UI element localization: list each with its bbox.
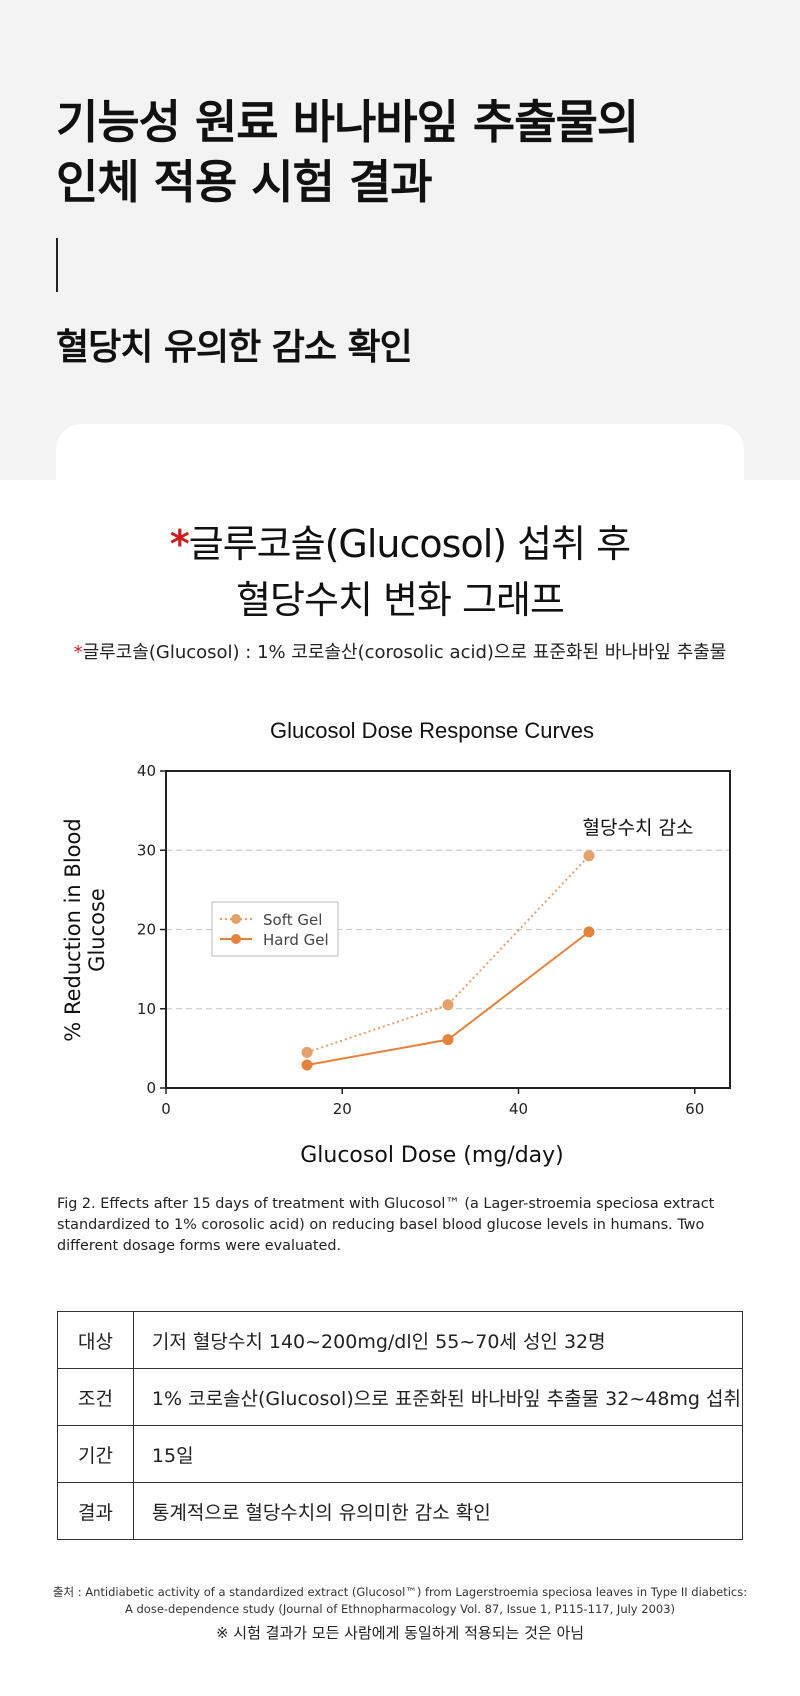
chart-title: Glucosol Dose Response Curves xyxy=(270,718,594,743)
chart-annotation: 혈당수치 감소 xyxy=(583,817,694,839)
row-label-result: 결과 xyxy=(57,1482,134,1540)
row-value-result: 통계적으로 혈당수치의 유의미한 감소 확인 xyxy=(132,1482,744,1540)
axis-ticks: 0 10 20 30 40 0 20 40 60 xyxy=(137,762,704,1118)
data-point-hard-gel xyxy=(301,1059,313,1071)
content-card xyxy=(56,424,744,524)
chart-legend: Soft Gel Hard Gel xyxy=(211,901,339,957)
graph-heading-line1: *글루코솔(Glucosol) 섭취 후 xyxy=(0,516,800,572)
row-value-subject: 기저 혈당수치 140~200mg/dl인 55~70세 성인 32명 xyxy=(132,1311,744,1369)
hero-divider xyxy=(56,238,58,292)
x-tick-label: 60 xyxy=(685,1100,704,1118)
table-row: 기간 15일 xyxy=(57,1425,744,1483)
glucosol-footnote: *글루코솔(Glucosol) : 1% 코로솔산(corosolic acid… xyxy=(0,638,800,664)
source-citation: 출처 : Antidiabetic activity of a standard… xyxy=(0,1584,800,1618)
dose-response-chart: Glucosol Dose Response Curves 0102030400… xyxy=(61,718,731,1168)
legend-hard-gel-label: Hard Gel xyxy=(263,931,329,949)
source-line1: 출처 : Antidiabetic activity of a standard… xyxy=(52,1585,748,1599)
y-tick-label: 20 xyxy=(137,921,156,939)
row-label-subject: 대상 xyxy=(57,1311,134,1369)
footnote-text: 글루코솔(Glucosol) : 1% 코로솔산(corosolic acid)… xyxy=(82,642,727,663)
row-value-period: 15일 xyxy=(132,1425,744,1483)
chart-series xyxy=(301,850,595,1071)
row-label-condition: 조건 xyxy=(57,1368,134,1426)
graph-heading: *글루코솔(Glucosol) 섭취 후 혈당수치 변화 그래프 xyxy=(0,516,800,628)
table-row: 결과 통계적으로 혈당수치의 유의미한 감소 확인 xyxy=(57,1482,744,1540)
data-point-soft-gel xyxy=(583,850,595,862)
asterisk-mark: * xyxy=(169,522,190,566)
x-axis-label: Glucosol Dose (mg/day) xyxy=(300,1143,564,1168)
data-point-soft-gel xyxy=(442,999,454,1011)
x-tick-label: 0 xyxy=(161,1100,171,1118)
data-point-soft-gel xyxy=(301,1046,313,1058)
table-row: 대상 기저 혈당수치 140~200mg/dl인 55~70세 성인 32명 xyxy=(57,1311,744,1369)
y-tick-label: 0 xyxy=(146,1079,156,1097)
y-axis-label-line1: % Reduction in Blood xyxy=(61,818,85,1041)
legend-soft-gel-marker xyxy=(231,914,241,924)
figure-caption: Fig 2. Effects after 15 days of treatmen… xyxy=(57,1196,715,1254)
row-value-condition: 1% 코로솔산(Glucosol)으로 표준화된 바나바잎 추출물 32~48m… xyxy=(132,1368,744,1426)
legend-soft-gel-label: Soft Gel xyxy=(263,911,322,929)
legend-box xyxy=(211,901,339,957)
hero-title-line1: 기능성 원료 바나바잎 추출물의 xyxy=(56,95,639,149)
footnote-asterisk: * xyxy=(73,642,83,663)
data-point-hard-gel xyxy=(583,926,595,938)
study-info-table: 대상 기저 혈당수치 140~200mg/dl인 55~70세 성인 32명 조… xyxy=(57,1311,744,1540)
hero-subtitle: 혈당치 유의한 감소 확인 xyxy=(56,327,413,368)
graph-heading-line2: 혈당수치 변화 그래프 xyxy=(236,578,565,622)
table-row: 조건 1% 코로솔산(Glucosol)으로 표준화된 바나바잎 추출물 32~… xyxy=(57,1368,744,1426)
y-tick-label: 10 xyxy=(137,1000,156,1018)
hero-title: 기능성 원료 바나바잎 추출물의 인체 적용 시험 결과 xyxy=(56,92,639,212)
header-background xyxy=(0,0,800,480)
graph-heading-text1: 글루코솔(Glucosol) 섭취 후 xyxy=(188,522,631,566)
data-point-hard-gel xyxy=(442,1034,454,1046)
disclaimer: ※ 시험 결과가 모든 사람에게 동일하게 적용되는 것은 아님 xyxy=(215,1624,585,1642)
hero-title-line2: 인체 적용 시험 결과 xyxy=(56,155,433,209)
y-axis-label-line2: Glucose xyxy=(85,888,109,972)
x-tick-label: 20 xyxy=(333,1100,352,1118)
y-tick-label: 30 xyxy=(137,841,156,859)
y-tick-label: 40 xyxy=(137,762,156,780)
legend-hard-gel-marker xyxy=(231,934,241,944)
x-tick-label: 40 xyxy=(509,1100,528,1118)
row-label-period: 기간 xyxy=(57,1425,134,1483)
source-line2: A dose-dependence study (Journal of Ethn… xyxy=(124,1602,676,1616)
series-line-soft-gel xyxy=(306,855,590,1054)
